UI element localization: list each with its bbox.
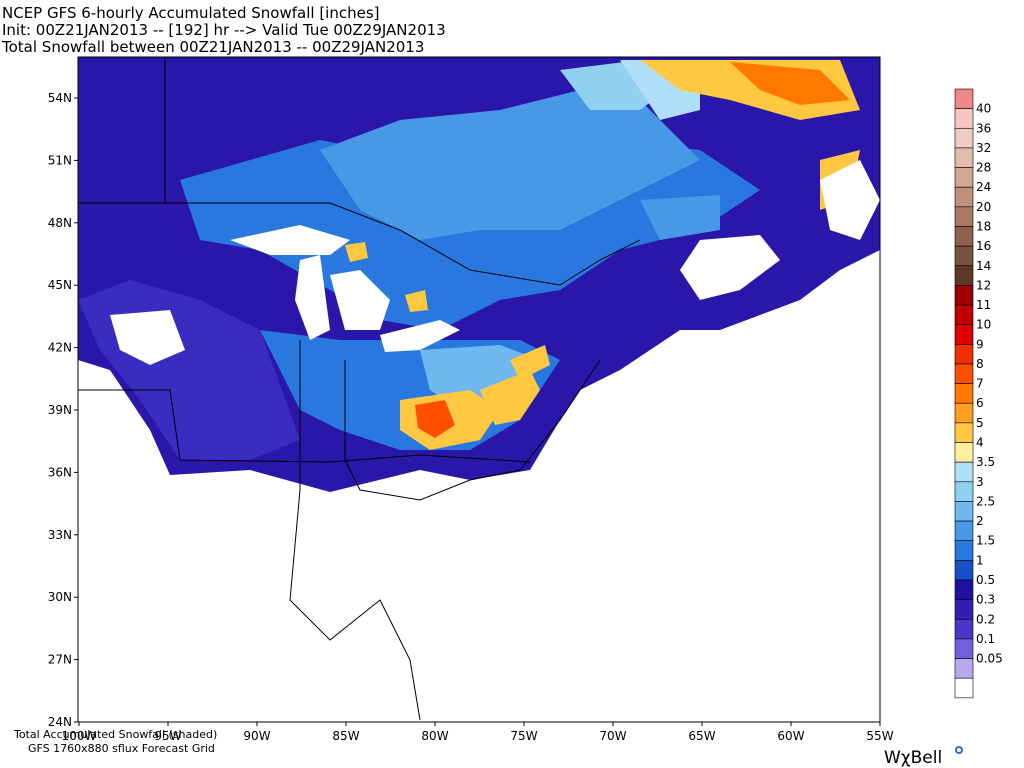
lon-label: 80W (421, 729, 448, 743)
lat-label: 39N (48, 403, 72, 417)
lon-label: 65W (688, 729, 715, 743)
colorbar-label: 11 (976, 298, 991, 312)
footer-line: Total Accumulated Snowfall (shaded) (13, 728, 217, 741)
lat-label: 30N (48, 590, 72, 604)
lat-label: 45N (48, 278, 72, 292)
colorbar-swatch (954, 481, 974, 502)
title-line: NCEP GFS 6-hourly Accumulated Snowfall [… (2, 4, 380, 22)
colorbar-label: 5 (976, 416, 984, 430)
colorbar-swatch (954, 127, 974, 149)
colorbar-swatch (954, 442, 974, 463)
colorbar-swatch (954, 658, 974, 679)
colorbar-label: 0.05 (976, 652, 1003, 666)
lat-label: 27N (48, 653, 72, 667)
colorbar-label: 16 (976, 239, 991, 253)
lat-label: 54N (48, 91, 72, 105)
colorbar-swatch (954, 540, 974, 561)
colorbar-swatch (954, 363, 974, 384)
lat-label: 42N (48, 341, 72, 355)
colorbar-swatch (954, 402, 974, 424)
latitude-labels: 54N 51N 48N 45N 42N 39N 36N 33N 30N 27N 24N (48, 91, 78, 729)
colorbar-label: 10 (976, 318, 991, 332)
lon-label: 90W (243, 729, 270, 743)
map-frame (77, 56, 881, 723)
colorbar-swatch (954, 226, 974, 247)
lon-label: 55W (866, 729, 893, 743)
colorbar-swatch (954, 520, 974, 542)
colorbar-label: 32 (976, 141, 991, 155)
colorbar-label: 24 (976, 180, 991, 194)
colorbar-swatch (954, 677, 974, 699)
lat-label: 48N (48, 216, 72, 230)
colorbar-label: 28 (976, 161, 991, 175)
lon-label: 100W (62, 729, 97, 743)
colorbar-swatch (954, 265, 974, 286)
lon-label: 85W (332, 729, 359, 743)
colorbar-label: 40 (976, 102, 991, 116)
lon-label: 70W (599, 729, 626, 743)
colorbar-swatch (954, 638, 974, 659)
colorbar-label: 9 (976, 337, 984, 351)
header: NCEP GFS 6-hourly Accumulated Snowfall [… (1, 4, 446, 56)
colorbar-swatch (954, 579, 974, 600)
colorbar-label: 4 (976, 436, 984, 450)
colorbar-swatch (954, 206, 974, 227)
colorbar-label: 20 (976, 200, 991, 214)
lat-label: 36N (48, 465, 72, 479)
longitude-labels: 100W 95W 90W 85W 80W 75W 70W 65W 60W 55W (62, 722, 894, 743)
colorbar-label: 12 (976, 278, 991, 292)
colorbar-label: 0.1 (976, 632, 995, 646)
colorbar-swatch (954, 422, 974, 443)
colorbar-label: 36 (976, 121, 991, 135)
colorbar-label: 0.5 (976, 573, 995, 587)
colorbar-swatch (954, 383, 974, 404)
colorbar-swatch (954, 186, 974, 208)
colorbar-label: 18 (976, 219, 991, 233)
colorbar-label: 6 (976, 396, 984, 410)
lon-label: 75W (510, 729, 537, 743)
colorbar-swatch (954, 167, 974, 188)
colorbar-label: 0.2 (976, 612, 995, 626)
colorbar-swatch (954, 560, 974, 581)
colorbar-label: 7 (976, 377, 984, 391)
colorbar-swatch (954, 501, 974, 522)
lat-label: 24N (48, 715, 72, 729)
logo: WχBell (884, 748, 942, 768)
title-line: Total Snowfall between 00Z21JAN2013 -- 0… (1, 38, 424, 56)
colorbar-swatch (954, 147, 974, 168)
lat-label: 51N (48, 153, 72, 167)
colorbar-swatch (954, 324, 974, 345)
colorbar-swatch (954, 344, 974, 365)
colorbar-label: 3 (976, 475, 984, 489)
colorbar-label: 8 (976, 357, 984, 371)
colorbar-swatch (954, 88, 974, 109)
colorbar-label: 3.5 (976, 455, 995, 469)
lon-label: 60W (777, 729, 804, 743)
logo-mark (955, 746, 963, 754)
colorbar-swatch (954, 599, 974, 620)
map-field (78, 57, 880, 722)
colorbar-label: 2.5 (976, 494, 995, 508)
colorbar: 40 36 32 28 24 20 18 16 14 12 11 10 9 8 7 6 5 4 3.5 3 2.5 2 1.… (954, 88, 1003, 699)
colorbar-swatch (954, 285, 974, 306)
colorbar-label: 14 (976, 259, 991, 273)
colorbar-label: 0.3 (976, 593, 995, 607)
colorbar-label: 2 (976, 514, 984, 528)
lon-label: 95W (154, 729, 181, 743)
footer-line: GFS 1760x880 sflux Forecast Grid (28, 742, 215, 755)
title-line: Init: 00Z21JAN2013 -- [192] hr --> Valid… (2, 21, 446, 39)
colorbar-swatch (954, 108, 974, 129)
colorbar-swatch (954, 618, 974, 640)
colorbar-label: 1 (976, 553, 984, 567)
lat-label: 33N (48, 528, 72, 542)
colorbar-label: 1.5 (976, 534, 995, 548)
colorbar-swatch (954, 245, 974, 267)
colorbar-swatch (954, 304, 974, 325)
colorbar-swatch (954, 461, 974, 483)
